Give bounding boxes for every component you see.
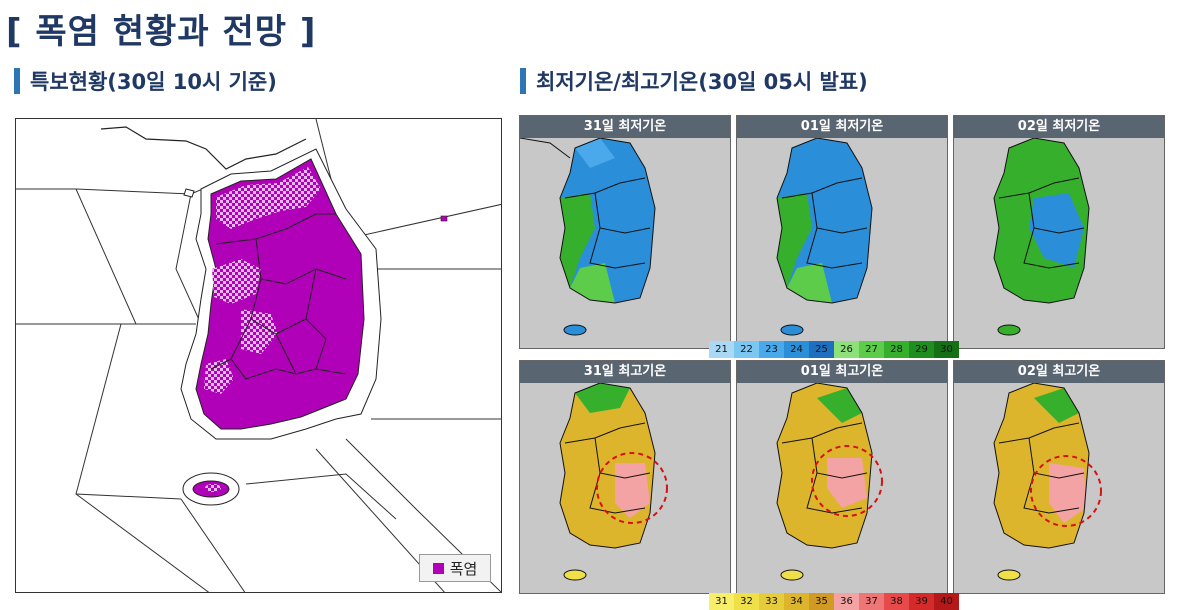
max-temp-panel-02: 02일 최고기온 [953,360,1165,594]
heatwave-warning-map: 폭염 [15,118,502,593]
scale-cell: 26 [834,341,859,358]
scale-cell: 29 [909,341,934,358]
min-temp-panel-02: 02일 최저기온 [953,115,1165,349]
min-temp-map-31 [520,138,656,336]
scale-cell: 22 [734,341,759,358]
max-temp-panel-31: 31일 최고기온 [519,360,731,594]
scale-cell: 38 [884,593,909,610]
min-temp-map-01 [776,138,873,336]
min-temp-color-scale: 21 22 23 24 25 26 27 28 29 30 [709,341,959,358]
scale-cell: 27 [859,341,884,358]
scale-cell: 40 [934,593,959,610]
panel-title: 01일 최저기온 [737,116,947,138]
section-title-temperature: 최저기온/최고기온(30일 05시 발표) [520,66,868,96]
scale-cell: 23 [759,341,784,358]
scale-cell: 39 [909,593,934,610]
highlight-circle [1030,455,1102,527]
max-temp-color-scale: 31 32 33 34 35 36 37 38 39 40 [709,593,959,610]
scale-cell: 28 [884,341,909,358]
page-title: [ 폭염 현황과 전망 ] [6,12,317,52]
province-boundaries [210,213,347,380]
min-temp-panel-01: 01일 최저기온 [736,115,948,349]
scale-cell: 33 [759,593,784,610]
min-temp-panel-31: 31일 최저기온 [519,115,731,349]
highlight-circle [596,452,668,524]
warning-map-svg [16,119,501,592]
max-temp-map-02 [993,383,1102,581]
scale-cell: 37 [859,593,884,610]
panel-title: 31일 최고기온 [520,361,730,383]
scale-cell: 34 [784,593,809,610]
scale-cell: 21 [709,341,734,358]
scale-cell: 24 [784,341,809,358]
section-title-warning: 특보현황(30일 10시 기준) [14,66,277,96]
panel-title: 02일 최고기온 [954,361,1164,383]
max-temp-panel-01: 01일 최고기온 [736,360,948,594]
max-temp-map-31 [559,383,668,581]
scale-cell: 35 [809,593,834,610]
scale-cell: 30 [934,341,959,358]
heatwave-legend-label: 폭염 [449,559,478,578]
highlight-circle [811,445,883,517]
panel-title: 31일 최저기온 [520,116,730,138]
scale-cell: 36 [834,593,859,610]
scale-cell: 32 [734,593,759,610]
panel-title: 02일 최저기온 [954,116,1164,138]
max-temp-map-01 [776,383,883,581]
panel-title: 01일 최고기온 [737,361,947,383]
scale-cell: 25 [809,341,834,358]
scale-cell: 31 [709,593,734,610]
heatwave-legend-swatch [432,562,444,574]
min-temp-map-02 [993,138,1090,336]
warning-legend: 폭염 [419,554,491,582]
